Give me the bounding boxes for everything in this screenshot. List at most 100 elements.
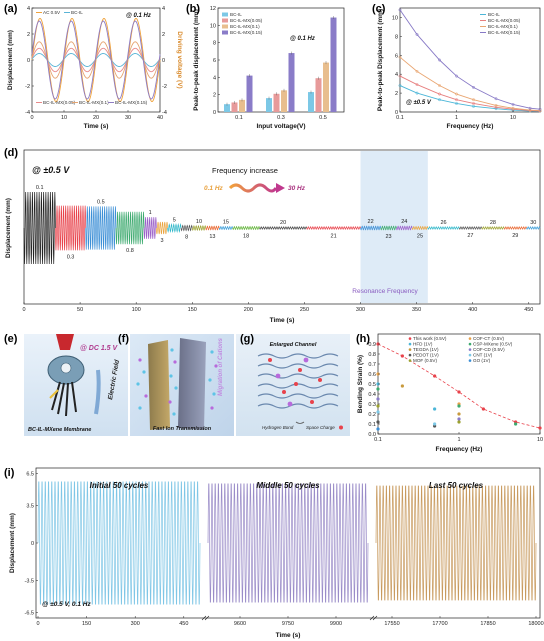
- freq-label-15: 15: [223, 220, 229, 226]
- space-charge-dot: [310, 400, 314, 404]
- freq-label-26: 26: [440, 220, 446, 226]
- panel-f-caption: Fast Ion Transmission: [153, 426, 212, 432]
- panel-b-legend: BC-ILBC-IL-MX(0.05)BC-IL-MX(0.1)BC-IL-MX…: [222, 12, 263, 35]
- x-tick-label: 10: [537, 437, 543, 443]
- migration-label: Migration of Cations: [218, 337, 224, 396]
- legend-marker: [408, 342, 412, 346]
- legend-label: GO (1V): [473, 358, 491, 363]
- panel-c-xlabel: Frequency (Hz): [447, 123, 494, 130]
- legend-label: BC-IL-MX(0.05): [230, 18, 263, 23]
- clamp-screw-icon: [60, 362, 72, 374]
- cation-dot: [287, 401, 293, 407]
- data-point: [472, 85, 475, 89]
- x-tick-label: 1: [455, 115, 458, 121]
- y-tick-label: 12: [210, 6, 216, 12]
- panel-i-note: @ ±0.5 V, 0.1 Hz: [42, 601, 91, 608]
- legend-label: BC-IL-MX(0.05): [43, 100, 76, 105]
- cation-dot: [303, 357, 309, 363]
- channel-layer: [257, 393, 339, 399]
- marker-HFD (1V): [433, 407, 437, 411]
- panel-d-label: (d): [4, 147, 18, 159]
- marker-MOF (0.5V): [457, 420, 461, 424]
- panel-b-label: (b): [186, 3, 200, 15]
- x-tick-label: 0.1: [235, 115, 243, 121]
- panel-b-plot: 0.1 0.3 0.5 0 2 4 6 8 10 12: [210, 6, 337, 121]
- x-tick-label: 400: [468, 307, 477, 313]
- x-tick-label: 20: [93, 115, 99, 121]
- y-tick-label: 6: [213, 58, 216, 64]
- legend-label: COF-CT (0.5V): [473, 336, 505, 341]
- cycle-trace-0: [37, 481, 201, 605]
- marker-CSP-MXene (0.5V): [514, 422, 518, 426]
- y-tick-label: 10: [392, 15, 398, 21]
- panel-i-ylabel: Displacement (mm): [9, 513, 16, 573]
- bar-BC-IL-MX(0.15)-0.3: [288, 53, 295, 112]
- legend-marker: [408, 359, 412, 362]
- data-point: [511, 102, 515, 106]
- marker-PEDOT (1V): [376, 420, 380, 424]
- panel-f: (f) Migration of Cations Fast Ion Transm…: [118, 333, 234, 436]
- electrode-clamp-top: [56, 334, 74, 350]
- legend-marker: [408, 348, 412, 351]
- freq-label-18: 18: [243, 233, 249, 239]
- y-tick-label: 0: [395, 110, 398, 116]
- x-tick-label: 0: [22, 307, 25, 313]
- x-tick-label: 300: [131, 621, 140, 627]
- panel-h-xlabel: Frequency (Hz): [436, 446, 483, 453]
- bar-BC-IL-0.1: [224, 104, 230, 112]
- data-point: [438, 58, 441, 62]
- channel-layer: [257, 403, 339, 409]
- segment-24-hz: [396, 225, 413, 231]
- channel-structure: [257, 353, 339, 424]
- space-charge-dot: [268, 358, 272, 362]
- panel-e-label: (e): [4, 333, 18, 345]
- space-charge-dot: [294, 382, 298, 386]
- x-tick-label: 200: [244, 307, 253, 313]
- freq-label-0.1: 0.1: [36, 185, 44, 191]
- channel-layer: [257, 353, 339, 359]
- y-tick-label: -4: [25, 110, 30, 116]
- panel-e: (e) @ DC 1.5 V Electric Field BC-IL-MXen…: [4, 333, 128, 436]
- y-tick-label: 0.6: [368, 372, 376, 378]
- y-tick-label: 2: [395, 91, 398, 97]
- marker-This work (0.5V): [433, 374, 437, 378]
- y-tick-label: -3.5: [25, 579, 34, 585]
- segment-15-hz: [218, 225, 233, 231]
- cycle-trace-1: [207, 483, 369, 603]
- legend-label: CNT (1V): [473, 353, 493, 358]
- segment-0.3-hz: [55, 205, 87, 251]
- hydrogen-bond-icon: [295, 421, 305, 424]
- y-tick-label: 2: [213, 93, 216, 99]
- panel-h: (h) 0.1 1 100.00.10.20.30.40.50.60.70.80.9…: [356, 333, 543, 453]
- freq-label-28: 28: [490, 220, 496, 226]
- ion-dot: [172, 412, 176, 416]
- panel-d-voltage-note: @ ±0.5 V: [32, 165, 70, 175]
- panel-a-xlabel: Time (s): [84, 123, 109, 130]
- y-tick-label: 4: [213, 75, 216, 81]
- data-point: [528, 106, 532, 110]
- panel-d-plot: 0.10.30.50.81358101315182021222324252627…: [22, 185, 541, 313]
- data-point: [398, 55, 402, 59]
- panel-a-ylabel2: Driving voltage (V): [176, 31, 183, 88]
- panel-i-xlabel: Time (s): [276, 632, 301, 639]
- ion-particles: [136, 348, 218, 416]
- x-tick-label: 300: [356, 307, 365, 313]
- x-tick-label: 17850: [480, 621, 495, 627]
- space-charge-icon: [339, 425, 343, 430]
- legend-swatch: [222, 30, 228, 35]
- y-tick-label: 0.4: [368, 392, 376, 398]
- y-tick-label: 0.8: [368, 352, 376, 358]
- legend-label: TEGDA (1V): [413, 347, 439, 352]
- marker-This work (0.5V): [400, 354, 404, 358]
- membrane-right: [178, 338, 206, 430]
- legend-swatch: [222, 18, 228, 23]
- x-tick-label: 17550: [384, 621, 399, 627]
- segment-8-hz: [180, 224, 193, 232]
- freq-label-24: 24: [401, 219, 407, 225]
- x-tick-label: 50: [77, 307, 83, 313]
- legend-swatch: [222, 12, 228, 17]
- data-point: [415, 83, 419, 87]
- panel-i-label: (i): [4, 467, 15, 479]
- freq-label-23: 23: [386, 234, 392, 240]
